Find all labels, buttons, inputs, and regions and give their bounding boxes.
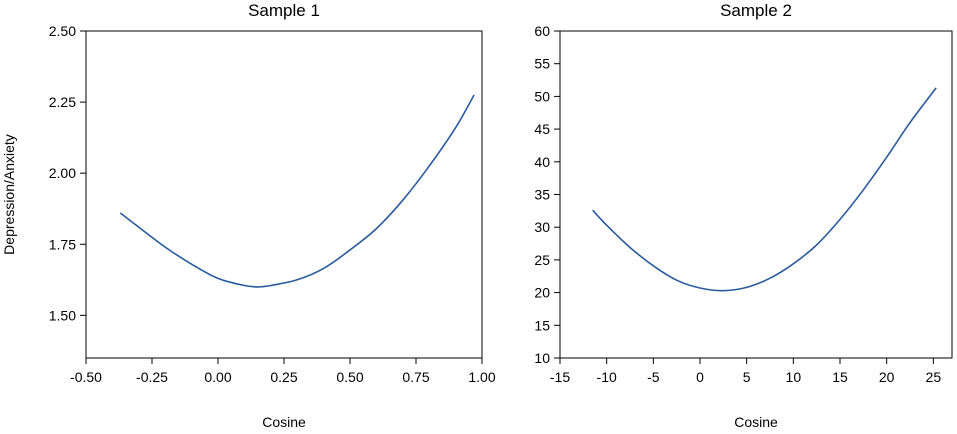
y-tick-label: 1.50 (49, 307, 76, 323)
x-tick-label: 20 (879, 369, 895, 385)
x-tick-label: -5 (647, 369, 660, 385)
x-tick-label: -10 (597, 369, 617, 385)
y-tick-label: 55 (534, 56, 550, 72)
y-tick-label: 45 (534, 121, 550, 137)
x-tick-label: -0.50 (70, 369, 102, 385)
x-tick-label: 0.50 (336, 369, 363, 385)
y-tick-label: 25 (534, 252, 550, 268)
chart-panel-sample-1: Sample 1 -0.50 -0.25 0.00 0.25 0.50 0.75 1.00 1.… (1, 1, 496, 430)
plot-frame (559, 30, 953, 359)
y-tick-label: 35 (534, 187, 550, 203)
x-axis-label: Cosine (262, 414, 306, 430)
y-tick-label: 2.25 (49, 94, 76, 110)
x-tick-label: 1.00 (468, 369, 495, 385)
x-tick-label: 15 (832, 369, 848, 385)
y-tick-label: 10 (534, 350, 550, 366)
x-axis-label: Cosine (734, 414, 778, 430)
x-tick-label: 0.00 (204, 369, 231, 385)
y-tick-label: 1.75 (49, 236, 76, 252)
y-tick-label: 2.50 (49, 23, 76, 39)
y-tick-label: 30 (534, 219, 550, 235)
series-line (592, 87, 937, 292)
x-tick-label: 0 (696, 369, 704, 385)
x-tick-label: 25 (926, 369, 942, 385)
y-tick-label: 2.00 (49, 165, 76, 181)
y-tick-label: 15 (534, 317, 550, 333)
chart-title: Sample 2 (720, 1, 792, 20)
x-tick-label: 0.25 (270, 369, 297, 385)
y-tick-label: 20 (534, 285, 550, 301)
chart-title: Sample 1 (248, 1, 320, 20)
y-tick-label: 60 (534, 23, 550, 39)
x-tick-label: -15 (550, 369, 570, 385)
plot-frame (85, 30, 483, 359)
y-axis-label: Depression/Anxiety (1, 134, 17, 255)
x-tick-label: 10 (786, 369, 802, 385)
x-tick-label: -0.25 (136, 369, 168, 385)
x-tick-label: 5 (743, 369, 751, 385)
y-tick-label: 50 (534, 88, 550, 104)
x-tick-label: 0.75 (402, 369, 429, 385)
series-line (119, 94, 475, 288)
chart-panel-sample-2: Sample 2 -15 -10 -5 0 5 10 15 20 25 10 15 20 25 30 35 40… (534, 1, 953, 430)
y-tick-label: 40 (534, 154, 550, 170)
